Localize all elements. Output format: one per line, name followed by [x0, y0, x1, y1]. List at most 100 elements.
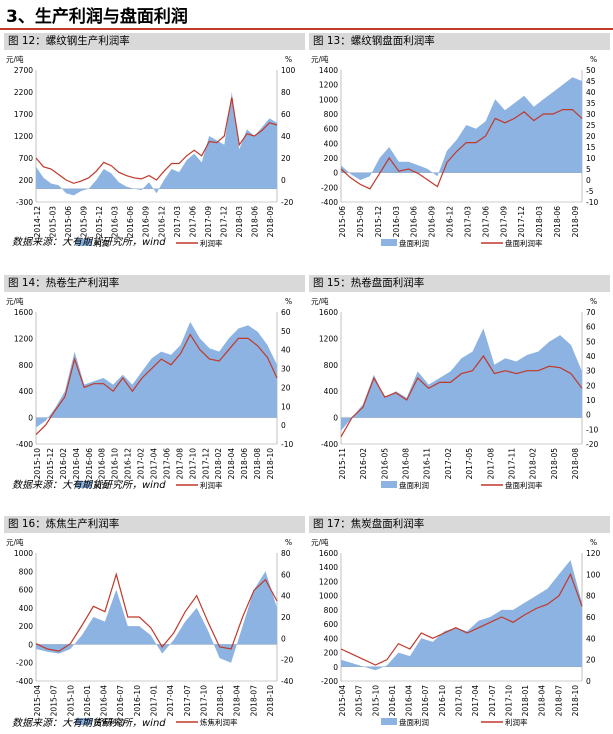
x-tick-label: 2018-04	[538, 685, 547, 717]
left-tick-label: 1200	[319, 81, 338, 90]
x-tick-label: 2016-12	[446, 206, 455, 238]
right-tick-label: 60	[586, 613, 596, 622]
series-line	[35, 333, 278, 436]
right-tick-label: 10	[586, 154, 596, 163]
x-tick-label: 2017-01	[150, 685, 159, 717]
right-tick-label: -10	[586, 425, 598, 434]
right-tick-label: 30	[281, 365, 291, 374]
x-tick-label: 2017-04	[166, 685, 175, 717]
legend-label: 利润率	[200, 238, 223, 248]
section-rule	[0, 28, 613, 30]
right-tick-label: 10	[586, 396, 596, 405]
legend-label: 利润	[94, 480, 109, 490]
x-tick-label: 2018-01	[216, 685, 225, 717]
series-area	[36, 92, 277, 196]
right-tick-label: 60	[281, 110, 291, 119]
x-tick-label: 2017-03	[173, 206, 182, 238]
legend-swatch-area	[76, 239, 92, 246]
x-tick-label: 2018-01	[521, 685, 530, 717]
right-tick-label: 30	[586, 110, 596, 119]
x-tick-label: 2018-06	[553, 206, 562, 238]
x-tick-label: 2015-12	[95, 206, 104, 238]
right-tick-label: 120	[586, 549, 601, 558]
right-tick-label: 0	[281, 421, 286, 430]
x-tick-label: 2016-04	[72, 448, 81, 480]
x-tick-label: 2014-12	[33, 206, 42, 238]
left-axis-unit: 元/吨	[311, 296, 329, 306]
chart-svg-fig14: 元/吨 % 1600 1200 800 400 0 -400 60 50 40 30 20 10 0 -10 2…	[6, 296, 293, 490]
x-tick-label: 2018-09	[571, 206, 580, 238]
x-tick-label: 2015-06	[338, 206, 347, 238]
x-tick-label: 2018-03	[535, 206, 544, 238]
legend-label: 盘面利润率	[505, 238, 543, 248]
series-line	[35, 572, 278, 652]
x-tick-label: 2016-10	[111, 448, 120, 480]
right-tick-label: 100	[281, 66, 296, 75]
x-tick-label: 2016-10	[133, 685, 142, 717]
source-note: 数据来源：大有期货研究所，wind	[12, 480, 166, 491]
left-tick-label: 1000	[319, 95, 338, 104]
left-tick-label: -200	[321, 677, 338, 686]
right-tick-label: 80	[586, 592, 596, 601]
right-tick-label: -20	[281, 656, 293, 665]
chart-svg-fig12: 元/吨 %2700220017001200700200-3001008060402…	[6, 54, 296, 248]
left-tick-label: -200	[16, 659, 33, 668]
legend-label: 利润率	[505, 717, 528, 727]
x-tick-label: 2016-09	[142, 206, 151, 238]
x-tick-label: 2018-05	[550, 448, 559, 480]
x-tick-label: 2015-07	[50, 685, 59, 717]
x-tick-label: 2017-07	[488, 685, 497, 717]
x-tick-label: 2018-08	[571, 448, 580, 480]
x-tick-label: 2018-06	[240, 448, 249, 480]
right-tick-label: -10	[586, 198, 598, 207]
right-tick-label: 40	[281, 592, 291, 601]
chart-svg-fig17: 元/吨 %16001400120010008006004002000-200120…	[311, 537, 601, 727]
x-tick-label: 2017-06	[481, 206, 490, 238]
x-tick-label: 2018-04	[227, 448, 236, 480]
chart-caption: 图 14：热卷生产利润率	[4, 275, 305, 292]
x-tick-label: 2017-02	[444, 448, 453, 480]
x-tick-label: 2016-01	[83, 685, 92, 717]
right-tick-label: 40	[281, 346, 291, 355]
left-tick-label: 800	[324, 361, 339, 370]
left-tick-label: 1600	[319, 308, 338, 317]
series-area	[341, 560, 582, 671]
section-header: 3、生产利润与盘面利润	[0, 0, 613, 30]
x-tick-label: 2016-04	[405, 685, 414, 717]
x-tick-label: 2017-04	[471, 685, 480, 717]
left-tick-label: -400	[16, 440, 33, 449]
right-tick-label: 80	[281, 88, 291, 97]
source-note: 数据来源：大有期货研究所，wind	[12, 237, 166, 248]
series-line	[340, 572, 583, 666]
legend-label: 利润率	[200, 480, 223, 490]
x-tick-label: 2018-10	[571, 685, 580, 717]
right-tick-label: -40	[281, 677, 293, 686]
x-tick-label: 2018-03	[235, 206, 244, 238]
x-tick-label: 2018-10	[266, 448, 275, 480]
right-tick-label: -5	[586, 187, 594, 196]
left-axis-unit: 元/吨	[311, 54, 329, 64]
x-tick-label: 2017-09	[499, 206, 508, 238]
x-tick-label: 2016-12	[157, 206, 166, 238]
legend-swatch-area	[381, 239, 397, 246]
left-tick-label: 0	[333, 414, 338, 423]
left-tick-label: 600	[324, 620, 339, 629]
left-tick-label: 200	[19, 176, 34, 185]
left-tick-label: 0	[333, 663, 338, 672]
left-tick-label: 2700	[14, 66, 33, 75]
x-tick-label: 2015-10	[33, 448, 42, 480]
right-tick-label: 40	[586, 88, 596, 97]
x-tick-label: 2017-02	[137, 448, 146, 480]
right-tick-label: 60	[281, 570, 291, 579]
left-tick-label: 1600	[319, 549, 338, 558]
x-tick-label: 2018-07	[249, 685, 258, 717]
right-axis-unit: %	[590, 297, 597, 306]
left-tick-label: 0	[333, 169, 338, 178]
right-tick-label: 20	[586, 381, 596, 390]
left-tick-label: -400	[321, 198, 338, 207]
left-tick-label: 800	[324, 110, 339, 119]
x-tick-label: 2017-08	[486, 448, 495, 480]
x-tick-label: 2016-03	[392, 206, 401, 238]
chart-svg-fig16: 元/吨 %10008006004002000-200-400806040200-2…	[6, 537, 293, 727]
legend-swatch-area	[76, 718, 92, 725]
